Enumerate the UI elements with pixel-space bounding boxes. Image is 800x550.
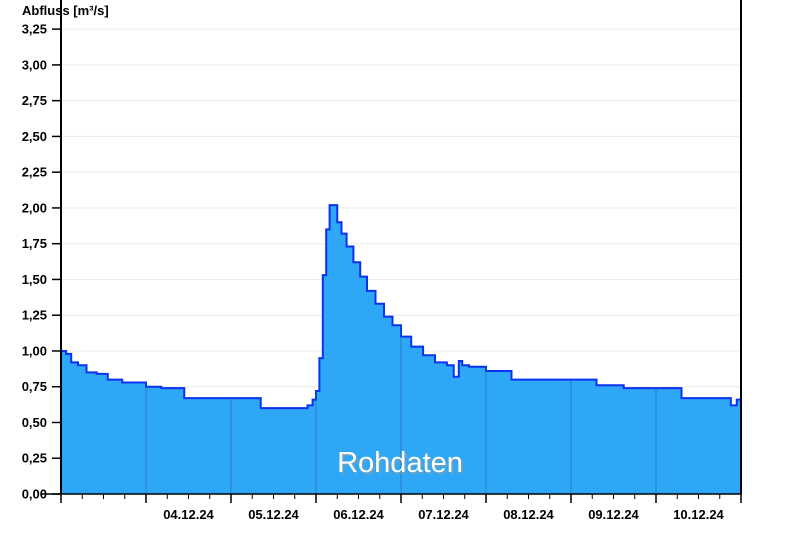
x-tick-label: 04.12.24 <box>163 507 214 522</box>
x-tick-label: 10.12.24 <box>673 507 724 522</box>
y-tick-label: 3,25 <box>22 22 47 37</box>
y-tick-label: 3,00 <box>22 57 47 72</box>
x-tick-label: 08.12.24 <box>503 507 554 522</box>
y-tick-label: 2,75 <box>22 93 47 108</box>
y-axis-tick-labels: 0,00 0,25 0,50 0,75 1,00 1,25 1,50 1,75 2,00 2,25… <box>22 22 47 502</box>
series-outline <box>61 204 742 410</box>
x-axis-tick-labels: 04.12.24 05.12.24 06.12.24 07.12.24 08.12.24… <box>163 507 724 522</box>
watermark-shadow: Rohdaten <box>339 449 465 481</box>
x-tick-label: 06.12.24 <box>333 507 384 522</box>
axis-lines <box>42 0 742 495</box>
x-tick-label: 07.12.24 <box>418 507 469 522</box>
y-tick-label: 0,50 <box>22 415 47 430</box>
x-tick-label: 09.12.24 <box>588 507 639 522</box>
y-tick-label: 2,00 <box>22 200 47 215</box>
watermark-rohdaten: Rohdaten <box>337 447 463 479</box>
x-axis-ticks <box>60 494 742 503</box>
y-tick-label: 1,75 <box>22 236 47 251</box>
y-tick-label: 0,75 <box>22 379 47 394</box>
y-axis-title: Abfluss [m³/s] <box>22 3 109 18</box>
y-tick-label: 1,00 <box>22 343 47 358</box>
y-tick-label: 0,00 <box>22 487 47 502</box>
y-tick-label: 2,25 <box>22 165 47 180</box>
y-tick-label: 0,25 <box>22 451 47 466</box>
y-tick-label: 1,50 <box>22 272 47 287</box>
y-tick-label: 1,25 <box>22 308 47 323</box>
x-tick-label: 05.12.24 <box>248 507 299 522</box>
y-axis-ticks <box>52 28 61 495</box>
y-tick-label: 2,50 <box>22 129 47 144</box>
